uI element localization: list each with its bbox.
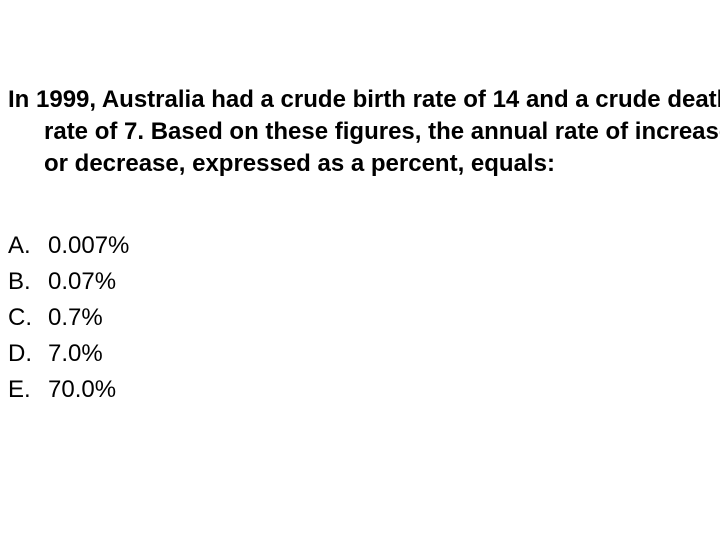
question-text: In 1999, Australia had a crude birth rat… (8, 86, 720, 177)
answer-choice-c: C. 0.7% (8, 300, 708, 336)
choice-text: 7.0% (48, 340, 103, 367)
answer-choices-list: A. 0.007% B. 0.07% C. 0.7% D. 7.0% E. 70… (8, 228, 708, 408)
choice-text: 0.007% (48, 232, 130, 259)
choice-text: 0.7% (48, 304, 103, 331)
choice-letter: B. (8, 268, 31, 295)
choice-text: 0.07% (48, 268, 117, 295)
answer-choice-d: D. 7.0% (8, 336, 708, 372)
answer-choice-e: E. 70.0% (8, 372, 708, 408)
choice-text: 70.0% (48, 376, 117, 403)
choice-letter: A. (8, 232, 31, 259)
choice-letter: E. (8, 376, 31, 403)
choice-letter: D. (8, 340, 32, 367)
choice-letter: C. (8, 304, 32, 331)
answer-choice-a: A. 0.007% (8, 228, 708, 264)
answer-choice-b: B. 0.07% (8, 264, 708, 300)
